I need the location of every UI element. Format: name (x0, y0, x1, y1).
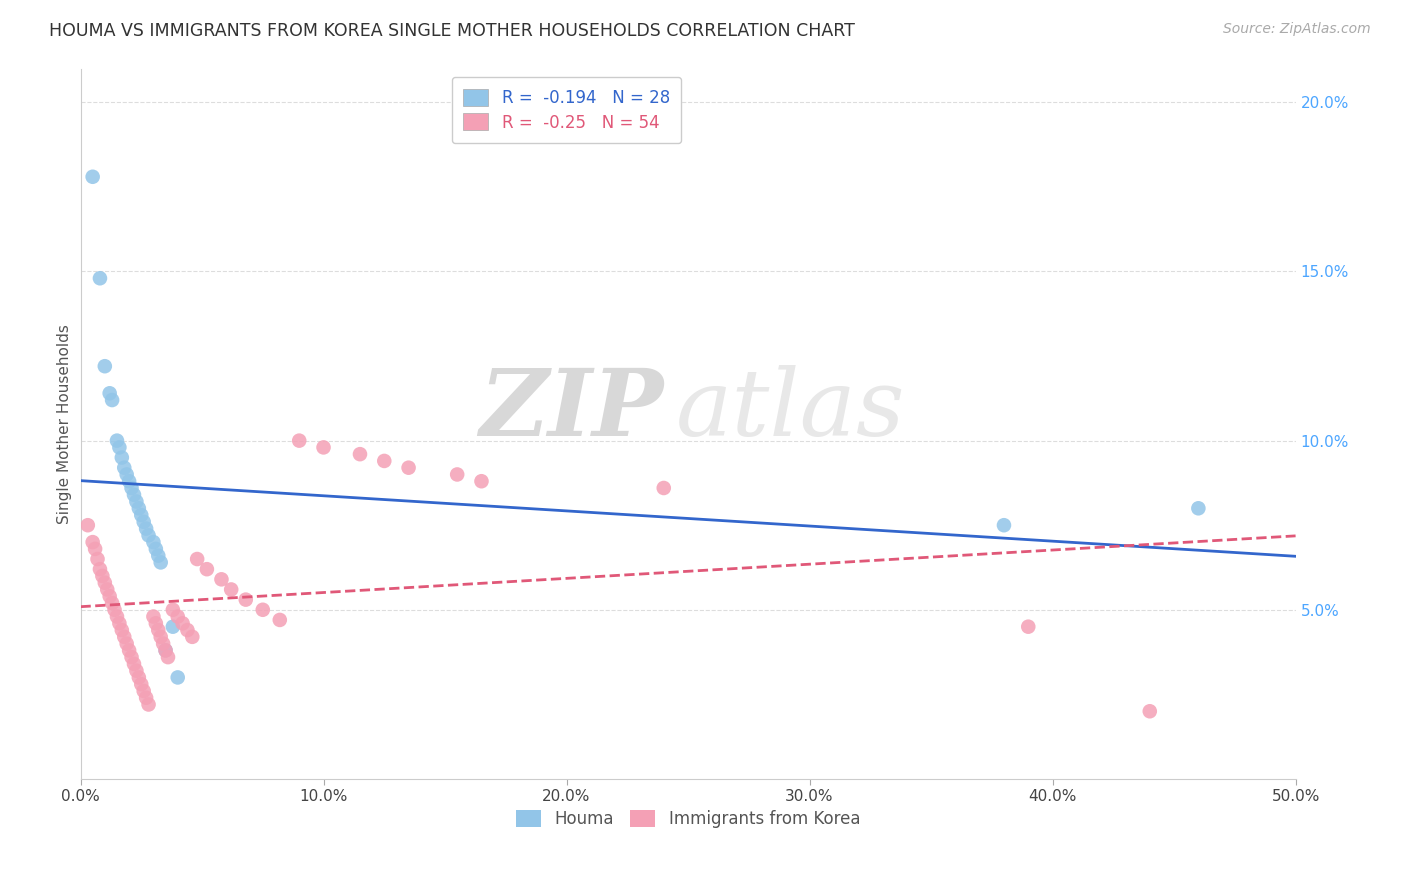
Point (446, 467, 468, 482)
Point (111, 450, 134, 465)
Point (118, 474, 141, 488)
Point (373, 454, 395, 468)
Text: Source: ZipAtlas.com: Source: ZipAtlas.com (1223, 22, 1371, 37)
Text: ZIP: ZIP (479, 365, 664, 455)
Point (103, 603, 125, 617)
Point (162, 620, 184, 634)
Y-axis label: Single Mother Households: Single Mother Households (58, 324, 72, 524)
Point (76, 518, 98, 533)
Point (132, 684, 155, 698)
Point (129, 677, 152, 691)
Point (98, 589, 121, 603)
Text: HOUMA VS IMMIGRANTS FROM KOREA SINGLE MOTHER HOUSEHOLDS CORRELATION CHART: HOUMA VS IMMIGRANTS FROM KOREA SINGLE MO… (49, 22, 855, 40)
Point (145, 616, 167, 631)
Point (132, 515, 155, 529)
Point (98, 386, 121, 401)
Point (652, 481, 675, 495)
Point (112, 630, 135, 644)
Point (82, 169, 104, 184)
Point (128, 501, 150, 516)
Point (86, 552, 108, 566)
Point (121, 481, 143, 495)
Point (135, 522, 157, 536)
Point (115, 467, 138, 482)
Point (122, 488, 145, 502)
Point (1187, 501, 1209, 516)
Point (398, 460, 420, 475)
Point (129, 508, 152, 522)
Point (149, 556, 172, 570)
Point (94, 575, 117, 590)
Point (138, 528, 160, 542)
Point (195, 562, 218, 576)
Point (155, 643, 177, 657)
Point (155, 643, 177, 657)
Point (152, 637, 174, 651)
Legend: Houma, Immigrants from Korea: Houma, Immigrants from Korea (509, 803, 868, 835)
Point (312, 441, 335, 455)
Point (156, 650, 179, 665)
Point (176, 623, 198, 637)
Point (82, 535, 104, 549)
Point (138, 698, 160, 712)
Point (166, 609, 188, 624)
Point (94, 359, 117, 374)
Point (125, 494, 148, 508)
Point (1017, 620, 1039, 634)
Point (1139, 704, 1161, 718)
Point (112, 460, 135, 475)
Point (172, 616, 194, 631)
Point (115, 637, 138, 651)
Point (125, 664, 148, 678)
Point (235, 592, 257, 607)
Point (101, 392, 124, 407)
Point (105, 434, 128, 448)
Point (121, 650, 143, 665)
Point (148, 549, 170, 563)
Point (89, 562, 111, 576)
Text: atlas: atlas (676, 365, 905, 455)
Point (142, 609, 165, 624)
Point (166, 670, 188, 684)
Point (105, 609, 128, 624)
Point (186, 552, 208, 566)
Point (288, 434, 311, 448)
Point (101, 596, 124, 610)
Point (219, 582, 242, 597)
Point (111, 623, 134, 637)
Point (108, 441, 131, 455)
Point (89, 271, 111, 285)
Point (470, 474, 492, 488)
Point (181, 630, 204, 644)
Point (84, 541, 107, 556)
Point (149, 630, 172, 644)
Point (993, 518, 1015, 533)
Point (122, 657, 145, 671)
Point (269, 613, 291, 627)
Point (162, 603, 184, 617)
Point (91, 569, 114, 583)
Point (135, 690, 157, 705)
Point (349, 447, 371, 461)
Point (211, 572, 233, 586)
Point (142, 535, 165, 549)
Point (148, 623, 170, 637)
Point (96, 582, 118, 597)
Point (145, 541, 167, 556)
Point (108, 616, 131, 631)
Point (118, 643, 141, 657)
Point (128, 670, 150, 684)
Point (252, 603, 274, 617)
